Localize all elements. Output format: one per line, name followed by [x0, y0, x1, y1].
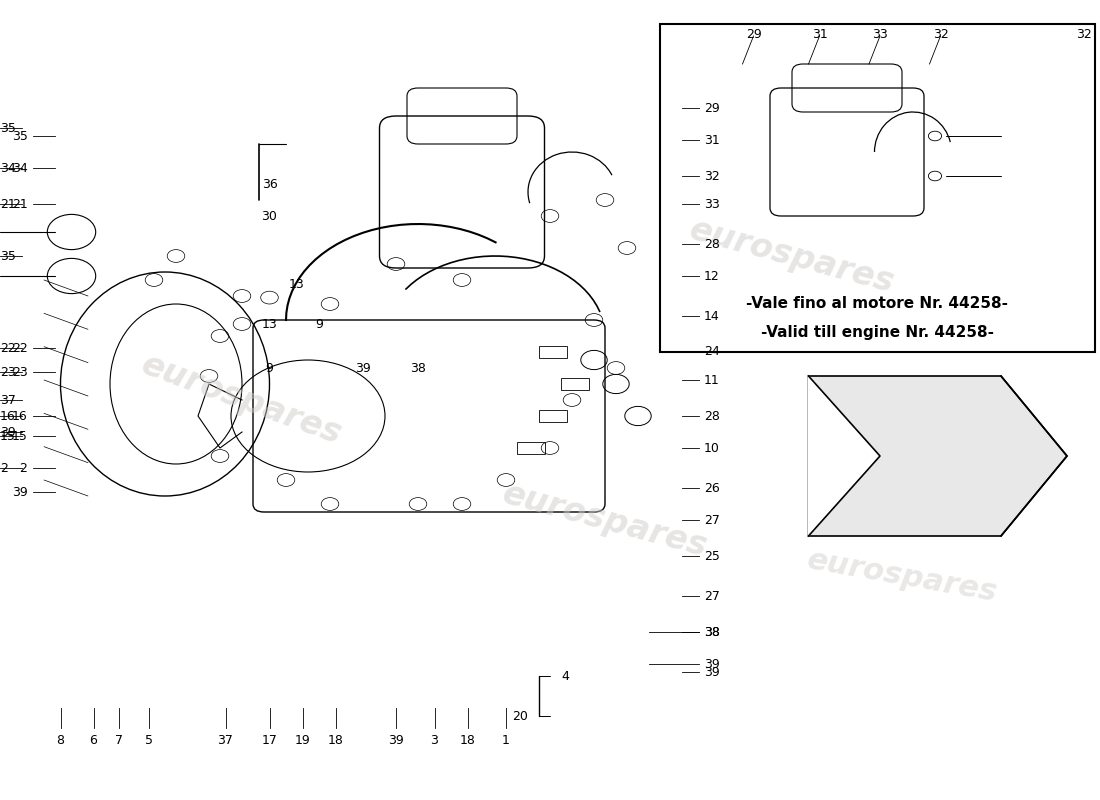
- Text: 22: 22: [0, 342, 15, 354]
- Text: 10: 10: [704, 442, 719, 454]
- Text: 33: 33: [872, 28, 888, 41]
- Text: 39: 39: [704, 666, 719, 678]
- Text: 27: 27: [704, 514, 719, 526]
- Text: 39: 39: [388, 734, 404, 746]
- Text: 23: 23: [0, 366, 15, 378]
- Text: 34: 34: [0, 162, 15, 174]
- Text: 25: 25: [704, 550, 719, 562]
- Text: 15: 15: [12, 430, 28, 442]
- Text: 30: 30: [262, 210, 277, 222]
- Text: 4: 4: [561, 670, 569, 682]
- Text: 7: 7: [114, 734, 123, 746]
- Text: -Vale fino al motore Nr. 44258-: -Vale fino al motore Nr. 44258-: [746, 297, 1009, 311]
- Text: 21: 21: [0, 198, 15, 210]
- Text: 29: 29: [746, 28, 761, 41]
- Bar: [539, 410, 566, 422]
- Text: 23: 23: [12, 366, 28, 378]
- Text: 16: 16: [12, 410, 28, 422]
- Text: 32: 32: [704, 170, 719, 182]
- Text: eurospares: eurospares: [685, 213, 899, 299]
- Text: 38: 38: [410, 362, 426, 374]
- Bar: [660, 24, 1094, 352]
- Text: 16: 16: [0, 410, 15, 422]
- Text: 35: 35: [0, 250, 15, 262]
- Text: 24: 24: [704, 346, 719, 358]
- Bar: [561, 378, 588, 390]
- Text: -Valid till engine Nr. 44258-: -Valid till engine Nr. 44258-: [761, 325, 993, 339]
- Text: eurospares: eurospares: [804, 545, 1000, 607]
- Bar: [539, 346, 566, 358]
- Text: eurospares: eurospares: [138, 349, 346, 451]
- Text: 28: 28: [704, 238, 719, 250]
- Polygon shape: [808, 376, 1067, 536]
- Text: 17: 17: [262, 734, 277, 746]
- Text: 14: 14: [704, 310, 719, 322]
- Text: 39: 39: [704, 658, 719, 670]
- Text: 2: 2: [0, 462, 8, 474]
- Text: 39: 39: [12, 486, 28, 498]
- Text: 29: 29: [704, 102, 719, 114]
- Text: 38: 38: [704, 626, 719, 638]
- Bar: [517, 442, 544, 454]
- Text: 5: 5: [144, 734, 153, 746]
- Polygon shape: [808, 376, 880, 536]
- Text: 15: 15: [0, 430, 15, 442]
- Text: 33: 33: [704, 198, 719, 210]
- Text: 13: 13: [262, 318, 277, 330]
- Text: 6: 6: [89, 734, 98, 746]
- Text: 39: 39: [0, 426, 15, 438]
- Text: 12: 12: [704, 270, 719, 282]
- Text: 31: 31: [704, 134, 719, 146]
- Text: 18: 18: [328, 734, 343, 746]
- Text: 37: 37: [218, 734, 233, 746]
- Text: eurospares: eurospares: [498, 477, 712, 563]
- Text: 21: 21: [12, 198, 28, 210]
- Text: 18: 18: [460, 734, 475, 746]
- Text: 19: 19: [295, 734, 310, 746]
- Text: 22: 22: [12, 342, 28, 354]
- Text: 36: 36: [262, 178, 277, 190]
- Text: 2: 2: [20, 462, 28, 474]
- Text: 37: 37: [0, 394, 15, 406]
- Text: 35: 35: [0, 122, 15, 134]
- Text: 31: 31: [812, 28, 827, 41]
- Text: 26: 26: [704, 482, 719, 494]
- Text: 1: 1: [502, 734, 510, 746]
- Text: 38: 38: [704, 626, 719, 638]
- Text: 34: 34: [12, 162, 28, 174]
- Text: 39: 39: [355, 362, 371, 374]
- Text: 32: 32: [1076, 28, 1091, 41]
- Text: 9: 9: [315, 318, 323, 330]
- Text: 9: 9: [265, 362, 274, 374]
- Text: 28: 28: [704, 410, 719, 422]
- Text: 32: 32: [933, 28, 948, 41]
- Text: 8: 8: [56, 734, 65, 746]
- Text: 13: 13: [289, 278, 305, 290]
- Text: 27: 27: [704, 590, 719, 602]
- Text: 11: 11: [704, 374, 719, 386]
- Text: 35: 35: [12, 130, 28, 142]
- Text: 3: 3: [430, 734, 439, 746]
- Text: 20: 20: [513, 710, 528, 722]
